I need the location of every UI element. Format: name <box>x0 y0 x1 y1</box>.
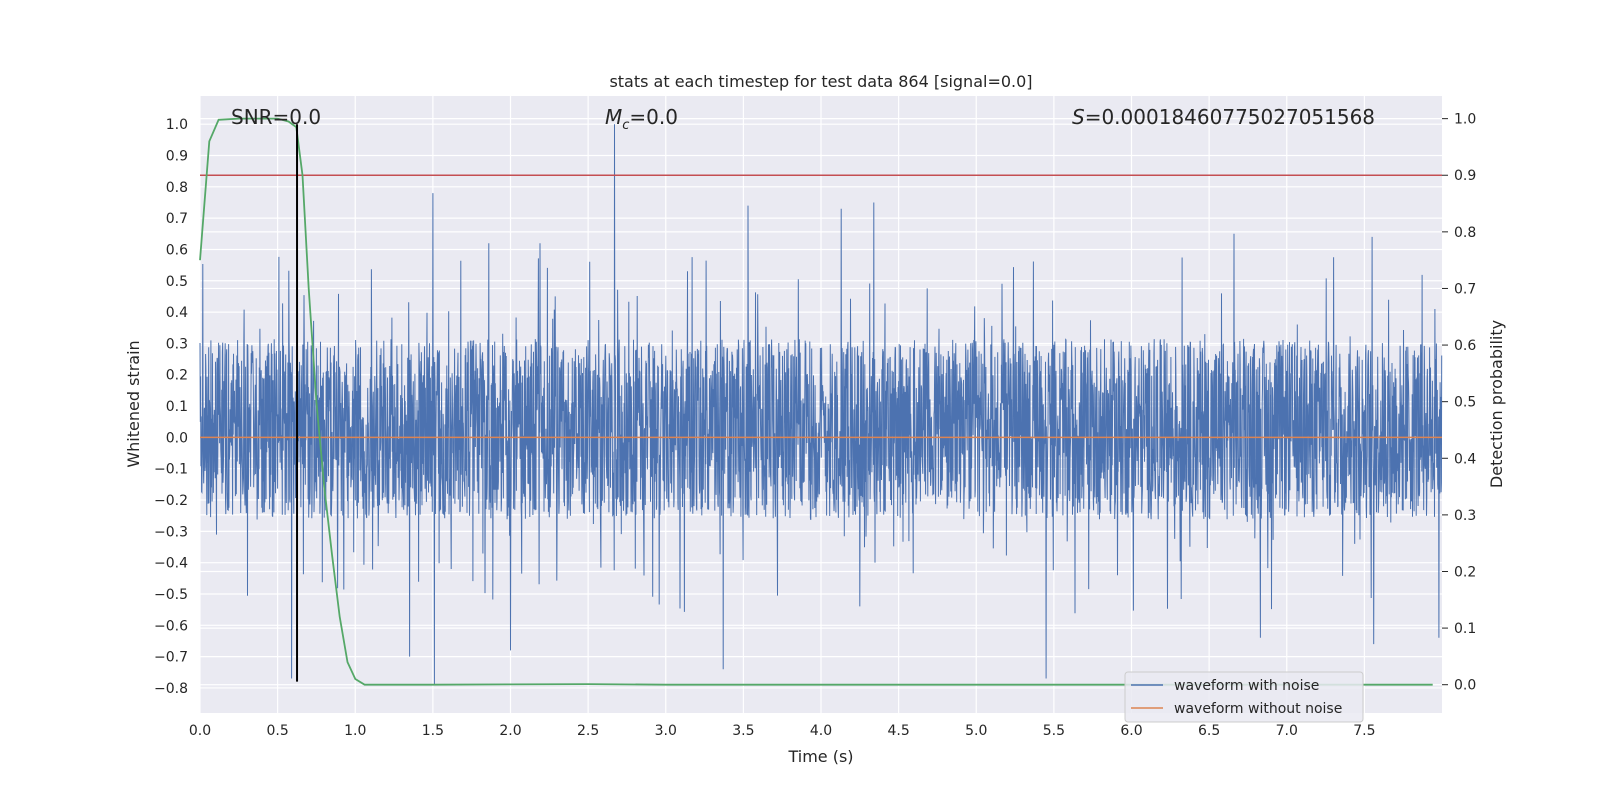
legend-label-clean: waveform without noise <box>1174 701 1342 717</box>
y-left-tick-label-2: −0.6 <box>154 618 188 634</box>
y-left-tick-label-8: 0.0 <box>166 430 188 446</box>
x-tick-label-11: 5.5 <box>1043 723 1065 739</box>
detection-probability-line <box>199 117 1433 686</box>
series-layer <box>199 117 1443 686</box>
y-right-tick-label-6: 0.6 <box>1454 338 1476 354</box>
snr-annotation: SNR=0.0 <box>231 105 321 129</box>
y-left-axis-ticks: −0.8 −0.7 −0.6 −0.5 −0.4 −0.3 −0.2 −0.1 0.0 0.1 0.… <box>154 117 188 697</box>
y-left-tick-label-10: 0.2 <box>166 368 188 384</box>
mc-annotation: Mc=0.0 <box>605 105 678 133</box>
x-tick-label-2: 1.0 <box>344 723 366 739</box>
y-right-tick-label-9: 0.9 <box>1454 168 1476 184</box>
legend-label-noisy: waveform with noise <box>1174 678 1319 694</box>
y-left-axis-label: Whitened strain <box>124 340 143 467</box>
x-tick-label-0: 0.0 <box>189 723 211 739</box>
y-right-tick-label-3: 0.3 <box>1454 508 1476 524</box>
s-annotation: S=0.00018460775027051568 <box>1072 105 1375 129</box>
x-tick-label-14: 7.0 <box>1276 723 1298 739</box>
x-tick-label-6: 3.0 <box>655 723 677 739</box>
chart-title: stats at each timestep for test data 864… <box>609 72 1032 91</box>
x-axis-label: Time (s) <box>787 747 853 766</box>
x-tick-label-10: 5.0 <box>965 723 987 739</box>
x-tick-label-15: 7.5 <box>1353 723 1375 739</box>
y-right-tick-label-0: 0.0 <box>1454 678 1476 694</box>
y-left-tick-label-11: 0.3 <box>166 336 188 352</box>
y-left-tick-label-3: −0.5 <box>154 587 188 603</box>
y-left-tick-label-0: −0.8 <box>154 681 188 697</box>
y-left-tick-label-12: 0.4 <box>166 305 188 321</box>
x-tick-label-9: 4.5 <box>887 723 909 739</box>
y-right-axis-label: Detection probability <box>1487 320 1506 488</box>
y-right-tick-label-2: 0.2 <box>1454 564 1476 580</box>
legend: waveform with noise waveform without noi… <box>1124 671 1364 723</box>
x-tick-label-4: 2.0 <box>499 723 521 739</box>
y-left-tick-label-4: −0.4 <box>154 556 188 572</box>
y-left-tick-label-9: 0.1 <box>166 399 188 415</box>
y-right-tick-label-1: 0.1 <box>1454 621 1476 637</box>
x-tick-label-3: 1.5 <box>422 723 444 739</box>
y-left-tick-label-16: 0.8 <box>166 180 188 196</box>
y-left-tick-label-18: 1.0 <box>166 117 188 133</box>
y-right-tick-label-7: 0.7 <box>1454 281 1476 297</box>
y-left-tick-label-15: 0.7 <box>166 211 188 227</box>
y-right-tick-label-8: 0.8 <box>1454 225 1476 241</box>
y-left-tick-label-5: −0.3 <box>154 524 188 540</box>
x-tick-label-13: 6.5 <box>1198 723 1220 739</box>
y-left-tick-label-13: 0.5 <box>166 274 188 290</box>
x-tick-label-8: 4.0 <box>810 723 832 739</box>
y-left-tick-label-7: −0.1 <box>154 462 188 478</box>
x-tick-label-5: 2.5 <box>577 723 599 739</box>
y-left-tick-label-1: −0.7 <box>154 650 188 666</box>
y-left-tick-label-14: 0.6 <box>166 242 188 258</box>
y-left-tick-label-17: 0.9 <box>166 149 188 165</box>
noisy-waveform-line <box>199 124 1443 685</box>
x-tick-label-1: 0.5 <box>266 723 288 739</box>
legend-box <box>1124 671 1364 723</box>
y-right-axis-ticks: 0.0 0.1 0.2 0.3 0.4 0.5 0.6 0.7 0.8 0.9 1.0 <box>1442 112 1476 694</box>
x-tick-label-12: 6.0 <box>1120 723 1142 739</box>
y-right-tick-label-5: 0.5 <box>1454 395 1476 411</box>
y-right-tick-label-4: 0.4 <box>1454 451 1476 467</box>
x-tick-label-7: 3.5 <box>732 723 754 739</box>
y-right-tick-label-10: 1.0 <box>1454 112 1476 128</box>
x-axis-ticks: 0.0 0.5 1.0 1.5 2.0 2.5 3.0 3.5 4.0 4.5 5.0 5.5 6.0 6… <box>189 723 1376 739</box>
y-left-tick-label-6: −0.2 <box>154 493 188 509</box>
